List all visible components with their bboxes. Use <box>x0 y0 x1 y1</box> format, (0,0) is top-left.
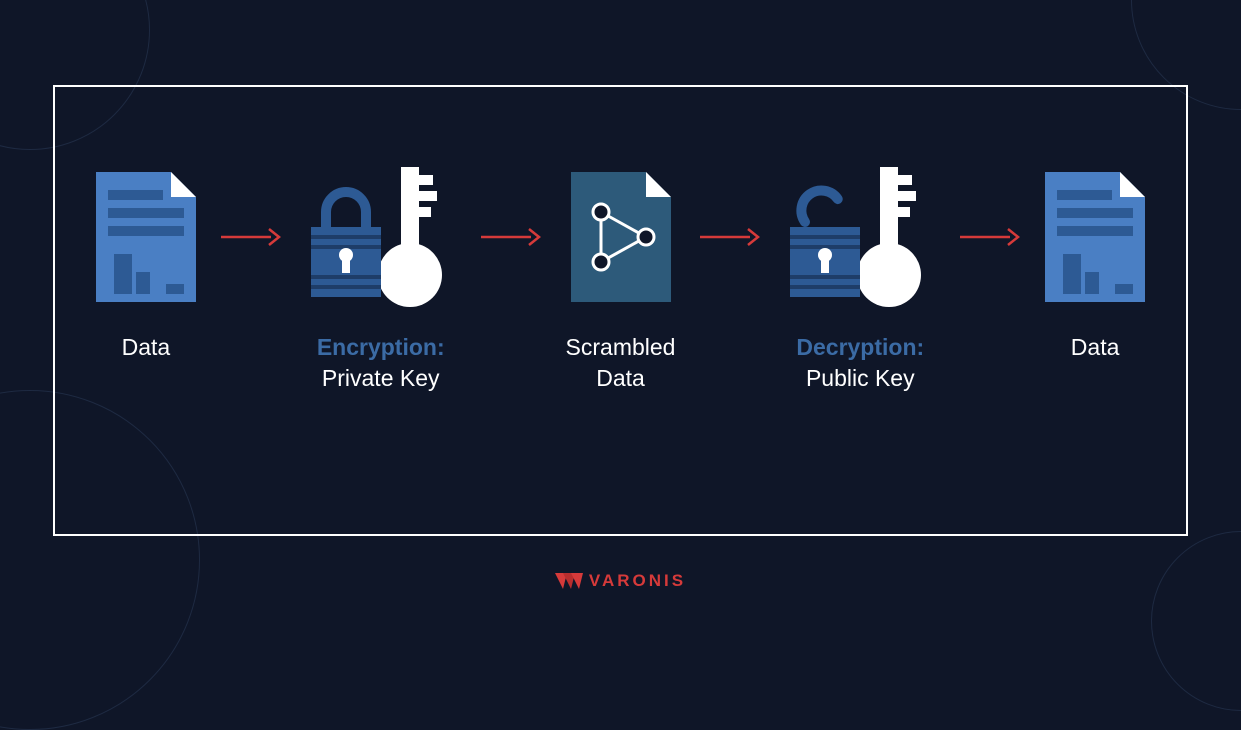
flow-arrow-icon <box>217 162 285 312</box>
step-label: Decryption: <box>796 332 924 363</box>
step-label: Public Key <box>796 363 924 394</box>
flow-step-scrambled: ScrambledData <box>566 162 676 394</box>
lock-open-key-icon <box>785 162 935 312</box>
step-labels: ScrambledData <box>566 332 676 394</box>
step-labels: Data <box>1071 332 1120 363</box>
step-label: Scrambled <box>566 332 676 363</box>
lock-closed-key-icon <box>306 162 456 312</box>
step-label: Data <box>566 363 676 394</box>
diagram-frame: Data Encryption:Private Key Scrambl <box>53 85 1188 536</box>
flow-step-data-in: Data <box>96 162 196 363</box>
step-labels: Data <box>122 332 171 363</box>
step-label: Encryption: <box>317 332 445 363</box>
flow-step-decryption: Decryption:Public Key <box>785 162 935 394</box>
step-label: Private Key <box>317 363 445 394</box>
flow-arrow-icon <box>477 162 545 312</box>
scrambled-doc-icon <box>571 162 671 312</box>
flow-arrow-icon <box>696 162 764 312</box>
step-label: Data <box>122 332 171 363</box>
brand-logo: VARONIS <box>0 571 1241 591</box>
document-icon <box>1045 162 1145 312</box>
step-labels: Encryption:Private Key <box>317 332 445 394</box>
bg-circle <box>1151 531 1241 711</box>
brand-name: VARONIS <box>589 571 686 591</box>
flow-arrow-icon <box>956 162 1024 312</box>
encryption-flow: Data Encryption:Private Key Scrambl <box>55 162 1186 394</box>
flow-step-encryption: Encryption:Private Key <box>306 162 456 394</box>
document-icon <box>96 162 196 312</box>
step-label: Data <box>1071 332 1120 363</box>
varonis-mark-icon <box>555 571 583 591</box>
flow-step-data-out: Data <box>1045 162 1145 363</box>
step-labels: Decryption:Public Key <box>796 332 924 394</box>
